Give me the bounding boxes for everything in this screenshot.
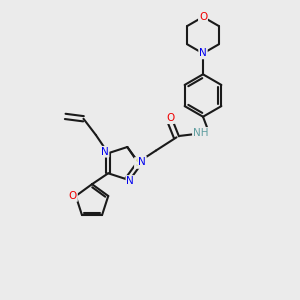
Text: O: O	[69, 191, 77, 201]
Text: O: O	[166, 113, 174, 123]
Text: N: N	[101, 147, 109, 157]
Text: NH: NH	[193, 128, 208, 138]
Text: S: S	[135, 158, 142, 168]
Text: N: N	[126, 176, 134, 186]
Text: N: N	[199, 48, 207, 59]
Text: O: O	[199, 12, 207, 22]
Text: N: N	[138, 157, 146, 167]
